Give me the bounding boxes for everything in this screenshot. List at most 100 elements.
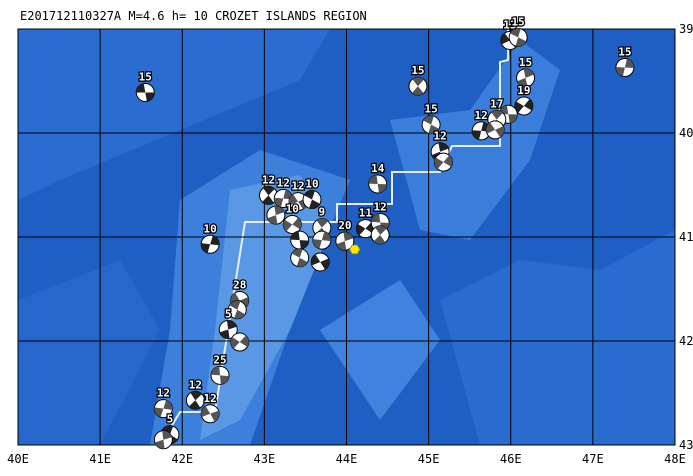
depth-label: 14	[371, 162, 385, 175]
beachball-quadrant	[508, 114, 518, 124]
beachball-quadrant	[523, 68, 534, 78]
x-tick-label: 43E	[254, 452, 276, 466]
beachball-quadrant	[299, 240, 309, 250]
beachball-quadrant	[289, 194, 299, 206]
beachball	[218, 320, 238, 340]
depth-label: 12	[433, 130, 446, 143]
depth-label: 20	[338, 219, 351, 232]
beachball-quadrant	[373, 234, 386, 244]
beachball-quadrant	[220, 375, 229, 385]
beachball-quadrant	[434, 157, 444, 169]
depth-label: 9	[319, 206, 326, 219]
depth-label: 12	[157, 387, 170, 400]
depth-label: 12	[374, 200, 387, 213]
beachball-quadrant	[517, 77, 528, 87]
beachball	[508, 27, 528, 47]
beachball-quadrant	[201, 406, 211, 417]
beachball-quadrant	[239, 297, 249, 309]
beachball-quadrant	[229, 300, 241, 310]
beachball-quadrant	[514, 101, 524, 113]
beachball-quadrant	[296, 257, 308, 267]
depth-label: 12	[475, 109, 488, 122]
beachball-quadrant	[377, 183, 387, 193]
depth-label: 12	[262, 173, 275, 186]
beachball	[200, 234, 220, 254]
beachball-quadrant	[211, 366, 221, 376]
beachball-quadrant	[523, 99, 533, 111]
x-tick-label: 40E	[7, 452, 29, 466]
y-tick-label: 40S	[679, 126, 693, 140]
beachball-quadrant	[226, 320, 237, 330]
map-title: E201712110327A M=4.6 h= 10 CROZET ISLAND…	[20, 9, 367, 23]
beachball-quadrant	[292, 217, 302, 230]
y-tick-label: 41S	[679, 230, 693, 244]
beachball	[227, 300, 247, 320]
beachball	[368, 174, 388, 194]
events	[135, 27, 635, 450]
beachball	[408, 76, 428, 96]
beachball-quadrant	[136, 83, 146, 93]
y-tick-label: 39S	[679, 22, 693, 36]
depth-label: 19	[517, 84, 530, 97]
beachball	[230, 332, 250, 352]
beachball-quadrant	[304, 190, 315, 200]
beachball-quadrant	[624, 58, 634, 69]
beachball-quadrant	[356, 223, 366, 236]
beachball-quadrant	[375, 225, 387, 235]
depth-label: 10	[286, 203, 299, 216]
beachball-quadrant	[154, 439, 165, 449]
beachball	[302, 190, 322, 210]
depth-label: 10	[204, 222, 217, 235]
y-tick-label: 42S	[679, 334, 693, 348]
beachball-quadrant	[309, 199, 320, 209]
beachball	[290, 230, 310, 250]
beachball-quadrant	[201, 243, 211, 253]
beachball-quadrant	[219, 329, 230, 339]
beachball-quadrant	[274, 197, 284, 208]
beachball-quadrant	[371, 213, 381, 223]
beachball-quadrant	[428, 124, 440, 134]
beachball-quadrant	[343, 232, 354, 242]
beachball-quadrant	[267, 215, 278, 225]
beachball	[615, 57, 635, 77]
depth-label: 15	[618, 45, 631, 58]
beachball-quadrant	[615, 66, 625, 77]
depth-label: 12	[189, 378, 202, 391]
beachball-quadrant	[162, 430, 172, 440]
beachball-quadrant	[274, 206, 285, 216]
beachball-quadrant	[423, 115, 434, 125]
beachball-quadrant	[500, 33, 510, 45]
beachball	[135, 82, 155, 102]
depth-label: 12	[277, 177, 290, 190]
depth-label: 15	[519, 56, 532, 69]
beachball	[266, 205, 286, 225]
beachball	[153, 399, 173, 419]
depth-label: 12	[204, 392, 217, 405]
depth-label: 13	[503, 18, 516, 31]
x-tick-label: 47E	[582, 452, 604, 466]
beachball-quadrant	[163, 400, 173, 410]
beachball-quadrant	[491, 110, 503, 120]
beachball	[312, 230, 332, 250]
beachball-quadrant	[495, 126, 505, 138]
beachball-quadrant	[320, 258, 330, 270]
beachball-quadrant	[230, 337, 240, 349]
x-tick-label: 45E	[418, 452, 440, 466]
beachball-quadrant	[321, 231, 331, 242]
beachball-quadrant	[312, 239, 322, 249]
depth-label: 11	[359, 207, 373, 220]
beachball-quadrant	[368, 175, 378, 184]
depth-label: 15	[139, 70, 152, 83]
beachball	[516, 68, 536, 88]
beachball	[282, 215, 302, 235]
beachball-quadrant	[486, 122, 496, 134]
beachball-quadrant	[438, 142, 449, 152]
beachball-quadrant	[239, 335, 249, 348]
beachball-quadrant	[291, 248, 303, 258]
beachball-quadrant	[154, 407, 164, 418]
beachball-quadrant	[316, 218, 329, 228]
beachball	[185, 390, 205, 410]
x-tick-label: 46E	[500, 452, 522, 466]
y-tick-label: 43S	[679, 438, 693, 452]
